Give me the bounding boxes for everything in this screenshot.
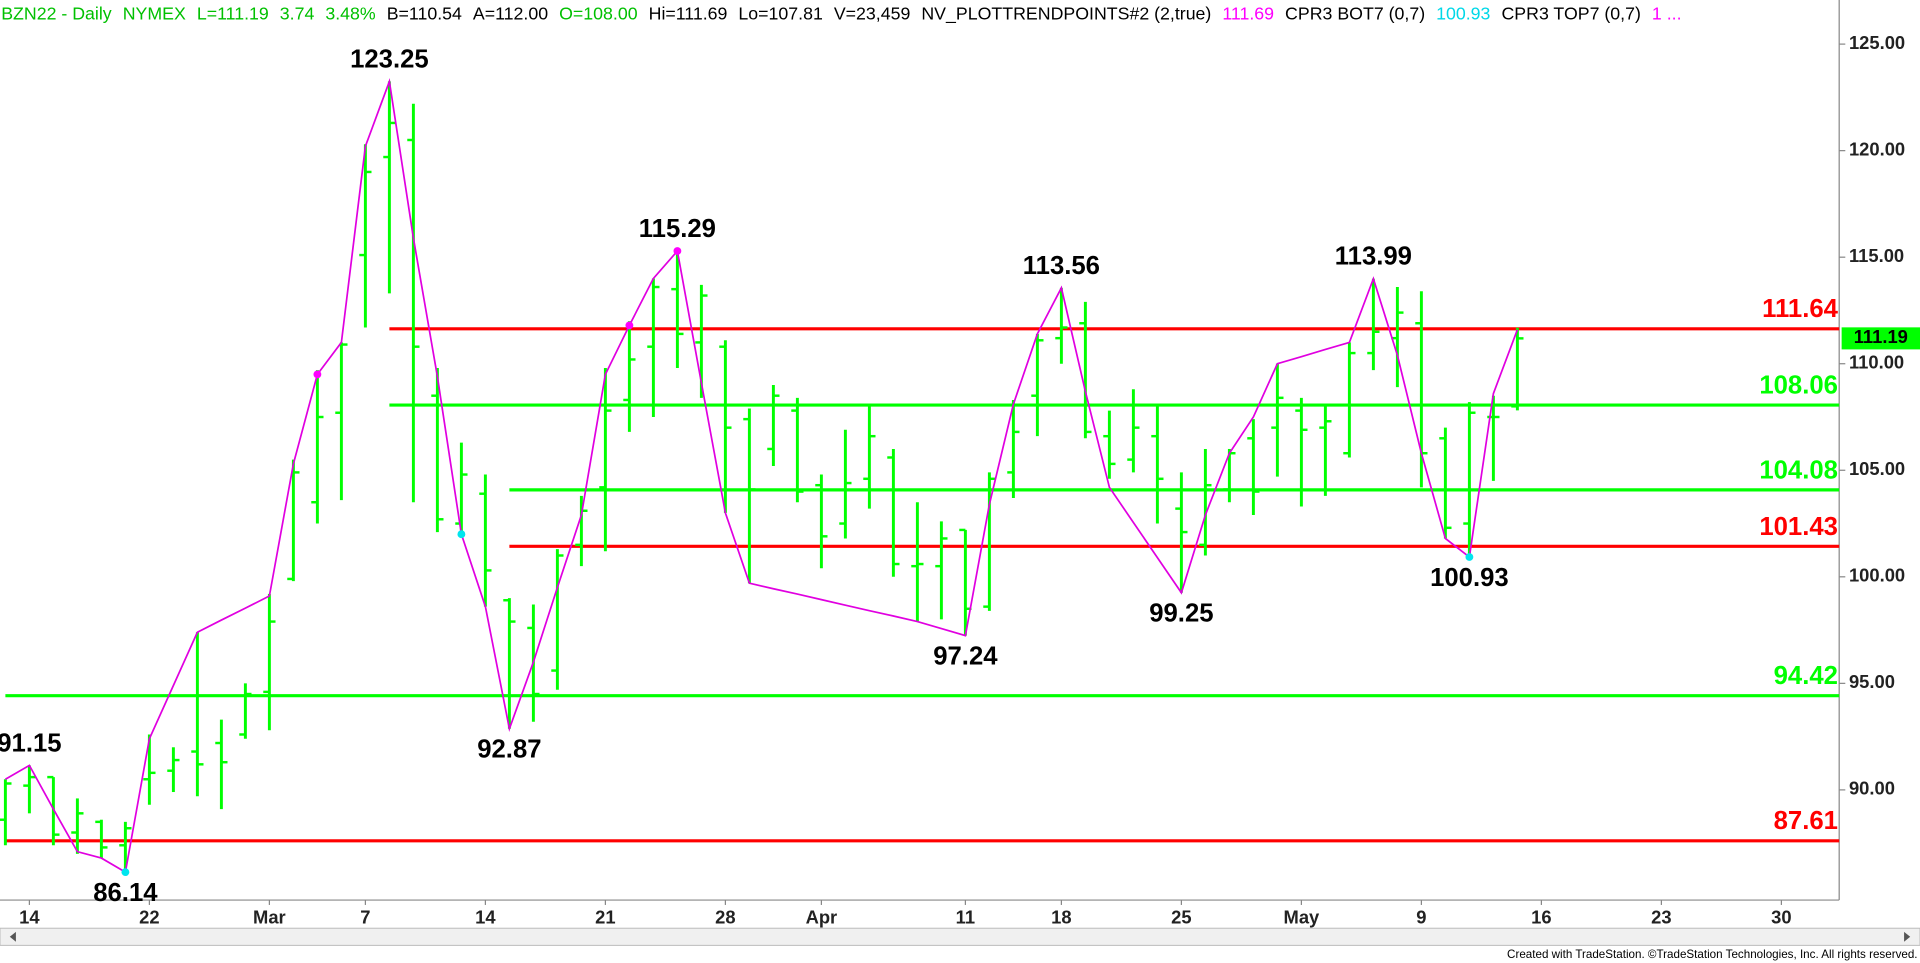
x-tick-label: 23: [1651, 906, 1671, 927]
level-label: 101.43: [1759, 513, 1838, 541]
y-tick-label: 125.00: [1849, 32, 1905, 53]
copyright: Created with TradeStation. ©TradeStation…: [1507, 948, 1917, 961]
x-tick-label: 16: [1531, 906, 1551, 927]
zigzag-line: [4, 77, 1519, 874]
last-price-box: [1841, 327, 1920, 350]
x-tick-label: 14: [475, 906, 496, 927]
x-tick-label: 7: [360, 906, 370, 927]
pivot-high-label: 115.29: [639, 215, 716, 243]
pivot-low-label: 92.87: [477, 736, 541, 764]
pivot-low-label: 100.93: [1430, 564, 1509, 592]
header-item: NV_PLOTTRENDPOINTS#2 (2,true): [921, 3, 1211, 24]
header-item: CPR3 BOT7 (0,7): [1285, 3, 1425, 23]
indicator-dot: [673, 247, 682, 255]
y-tick-label: 120.00: [1849, 138, 1905, 159]
y-tick-label: 110.00: [1849, 352, 1904, 373]
indicator-dot: [457, 530, 466, 539]
indicator-dot: [625, 321, 634, 330]
x-tick-label: 28: [715, 906, 735, 927]
x-tick-label: 11: [956, 906, 975, 927]
header-item: 3.74: [280, 3, 315, 23]
level-label: 108.06: [1759, 371, 1838, 399]
x-tick-label: 18: [1051, 906, 1071, 927]
header-item: NYMEX: [123, 3, 186, 23]
y-tick-label: 115.00: [1849, 245, 1904, 266]
pivot-low-label: 97.24: [933, 642, 998, 670]
y-tick-label: 100.00: [1849, 565, 1905, 586]
pivot-high-label: 113.99: [1335, 243, 1412, 271]
y-tick-label: 90.00: [1849, 778, 1895, 799]
x-tick-label: 9: [1416, 906, 1426, 927]
x-tick-label: Apr: [806, 906, 838, 927]
x-tick-label: 22: [139, 906, 159, 927]
indicator-dot: [313, 370, 322, 379]
pivot-high-label: 123.25: [350, 45, 429, 73]
x-tick-label: 21: [595, 906, 615, 927]
x-tick-label: 30: [1771, 906, 1791, 927]
indicator-dot: [121, 868, 130, 877]
indicator-dot: [1465, 553, 1474, 561]
x-tick-label: 25: [1171, 906, 1191, 927]
y-tick-label: 95.00: [1849, 671, 1895, 692]
header-item: V=23,459: [834, 3, 911, 23]
level-label: 87.61: [1774, 807, 1838, 835]
x-tick-label: 14: [19, 906, 40, 927]
header-item: 3.48%: [325, 3, 376, 23]
header-item: 111.69: [1222, 3, 1274, 23]
header-item: Lo=107.81: [738, 3, 822, 23]
x-tick-label: Mar: [253, 906, 286, 927]
pivot-high-label: 91.15: [0, 729, 62, 757]
pivot-low-label: 99.25: [1149, 600, 1213, 628]
y-tick-label: 105.00: [1849, 458, 1905, 479]
x-tick-label: May: [1284, 906, 1321, 927]
header-item: CPR3 TOP7 (0,7): [1501, 3, 1640, 23]
scroll-right[interactable]: [1904, 931, 1911, 942]
scroll-left[interactable]: [9, 931, 16, 942]
last-price-label: 111.19: [1854, 326, 1908, 347]
header-item: 1 ...: [1652, 3, 1682, 23]
scrollbar[interactable]: [0, 927, 1920, 946]
header-item: A=112.00: [473, 3, 548, 23]
pivot-low-label: 86.14: [93, 879, 158, 907]
pivot-high-label: 113.56: [1023, 252, 1100, 280]
header-item: Hi=111.69: [649, 3, 728, 23]
level-label: 104.08: [1759, 456, 1838, 484]
level-label: 111.64: [1762, 295, 1838, 323]
header: BZN22 - Daily NYMEX L=111.19 3.74 3.48% B=110…: [1, 3, 1681, 24]
header-item: O=108.00: [559, 3, 638, 23]
header-item: BZN22 - Daily: [1, 3, 112, 23]
header-item: 100.93: [1436, 3, 1490, 23]
level-label: 94.42: [1774, 662, 1838, 690]
header-item: B=110.54: [387, 3, 462, 23]
header-item: L=111.19: [197, 3, 269, 23]
